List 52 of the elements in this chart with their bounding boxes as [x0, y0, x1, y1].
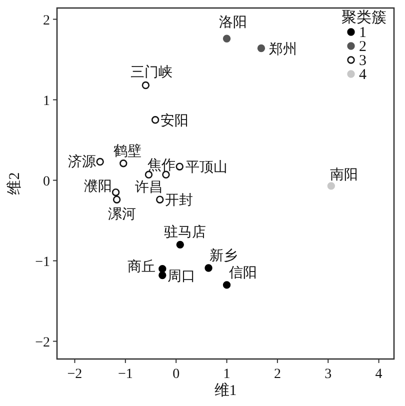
legend-label: 4 — [359, 67, 367, 83]
y-tick-label: 1 — [43, 94, 50, 109]
point — [96, 158, 104, 166]
annotation: 濮阳 — [84, 178, 112, 194]
point — [176, 240, 184, 249]
annotation: 济源 — [68, 154, 96, 170]
annotation: 三门峡 — [130, 64, 173, 80]
annotation: 洛阳 — [218, 14, 247, 31]
point — [142, 81, 150, 90]
point — [120, 160, 128, 168]
annotation: 郑州 — [269, 41, 298, 58]
x-tick-label: 3 — [324, 367, 332, 382]
legend-label: 2 — [359, 39, 366, 55]
y-tick-label: 0 — [43, 174, 50, 190]
point — [112, 188, 120, 196]
x-tick-label: 0 — [172, 367, 180, 382]
annotation: 开封 — [164, 192, 193, 209]
legend-label: 1 — [359, 25, 366, 41]
annotation: 平顶山 — [186, 160, 228, 176]
annotation: 许昌 — [134, 180, 163, 196]
annotation: 周口 — [167, 269, 196, 284]
legend-label: 3 — [359, 53, 366, 69]
point — [222, 281, 231, 289]
annotation: 漯河 — [108, 206, 136, 223]
x-axis-title: 维1 — [214, 382, 237, 399]
y-tick-label: −1 — [35, 254, 50, 270]
point — [204, 264, 212, 272]
x-tick-label: −1 — [118, 367, 133, 382]
point — [158, 264, 166, 273]
y-tick-label: −2 — [35, 335, 50, 350]
point — [176, 162, 184, 170]
y-tick-label: 2 — [43, 13, 50, 28]
x-tick-label: 4 — [375, 367, 382, 382]
annotation: 南阳 — [330, 166, 358, 183]
annotation: 焦作 — [148, 158, 176, 174]
point — [257, 44, 266, 52]
x-tick-label: 2 — [274, 367, 281, 382]
annotation: 安阳 — [160, 112, 188, 129]
annotation: 驻马店 — [164, 224, 206, 241]
point — [222, 34, 231, 42]
y-axis-title: 维2 — [6, 172, 23, 195]
x-tick-label: −2 — [67, 367, 82, 382]
x-tick-label: 1 — [223, 367, 230, 382]
point — [112, 196, 121, 204]
annotation: 鹤壁 — [113, 143, 142, 160]
annotation: 新乡 — [210, 248, 238, 264]
point — [151, 116, 160, 124]
point — [158, 271, 166, 280]
annotation: 商丘 — [127, 258, 156, 275]
annotation: 信阳 — [228, 264, 257, 281]
legend-title: 聚类簇 — [342, 9, 386, 26]
point — [156, 196, 164, 204]
